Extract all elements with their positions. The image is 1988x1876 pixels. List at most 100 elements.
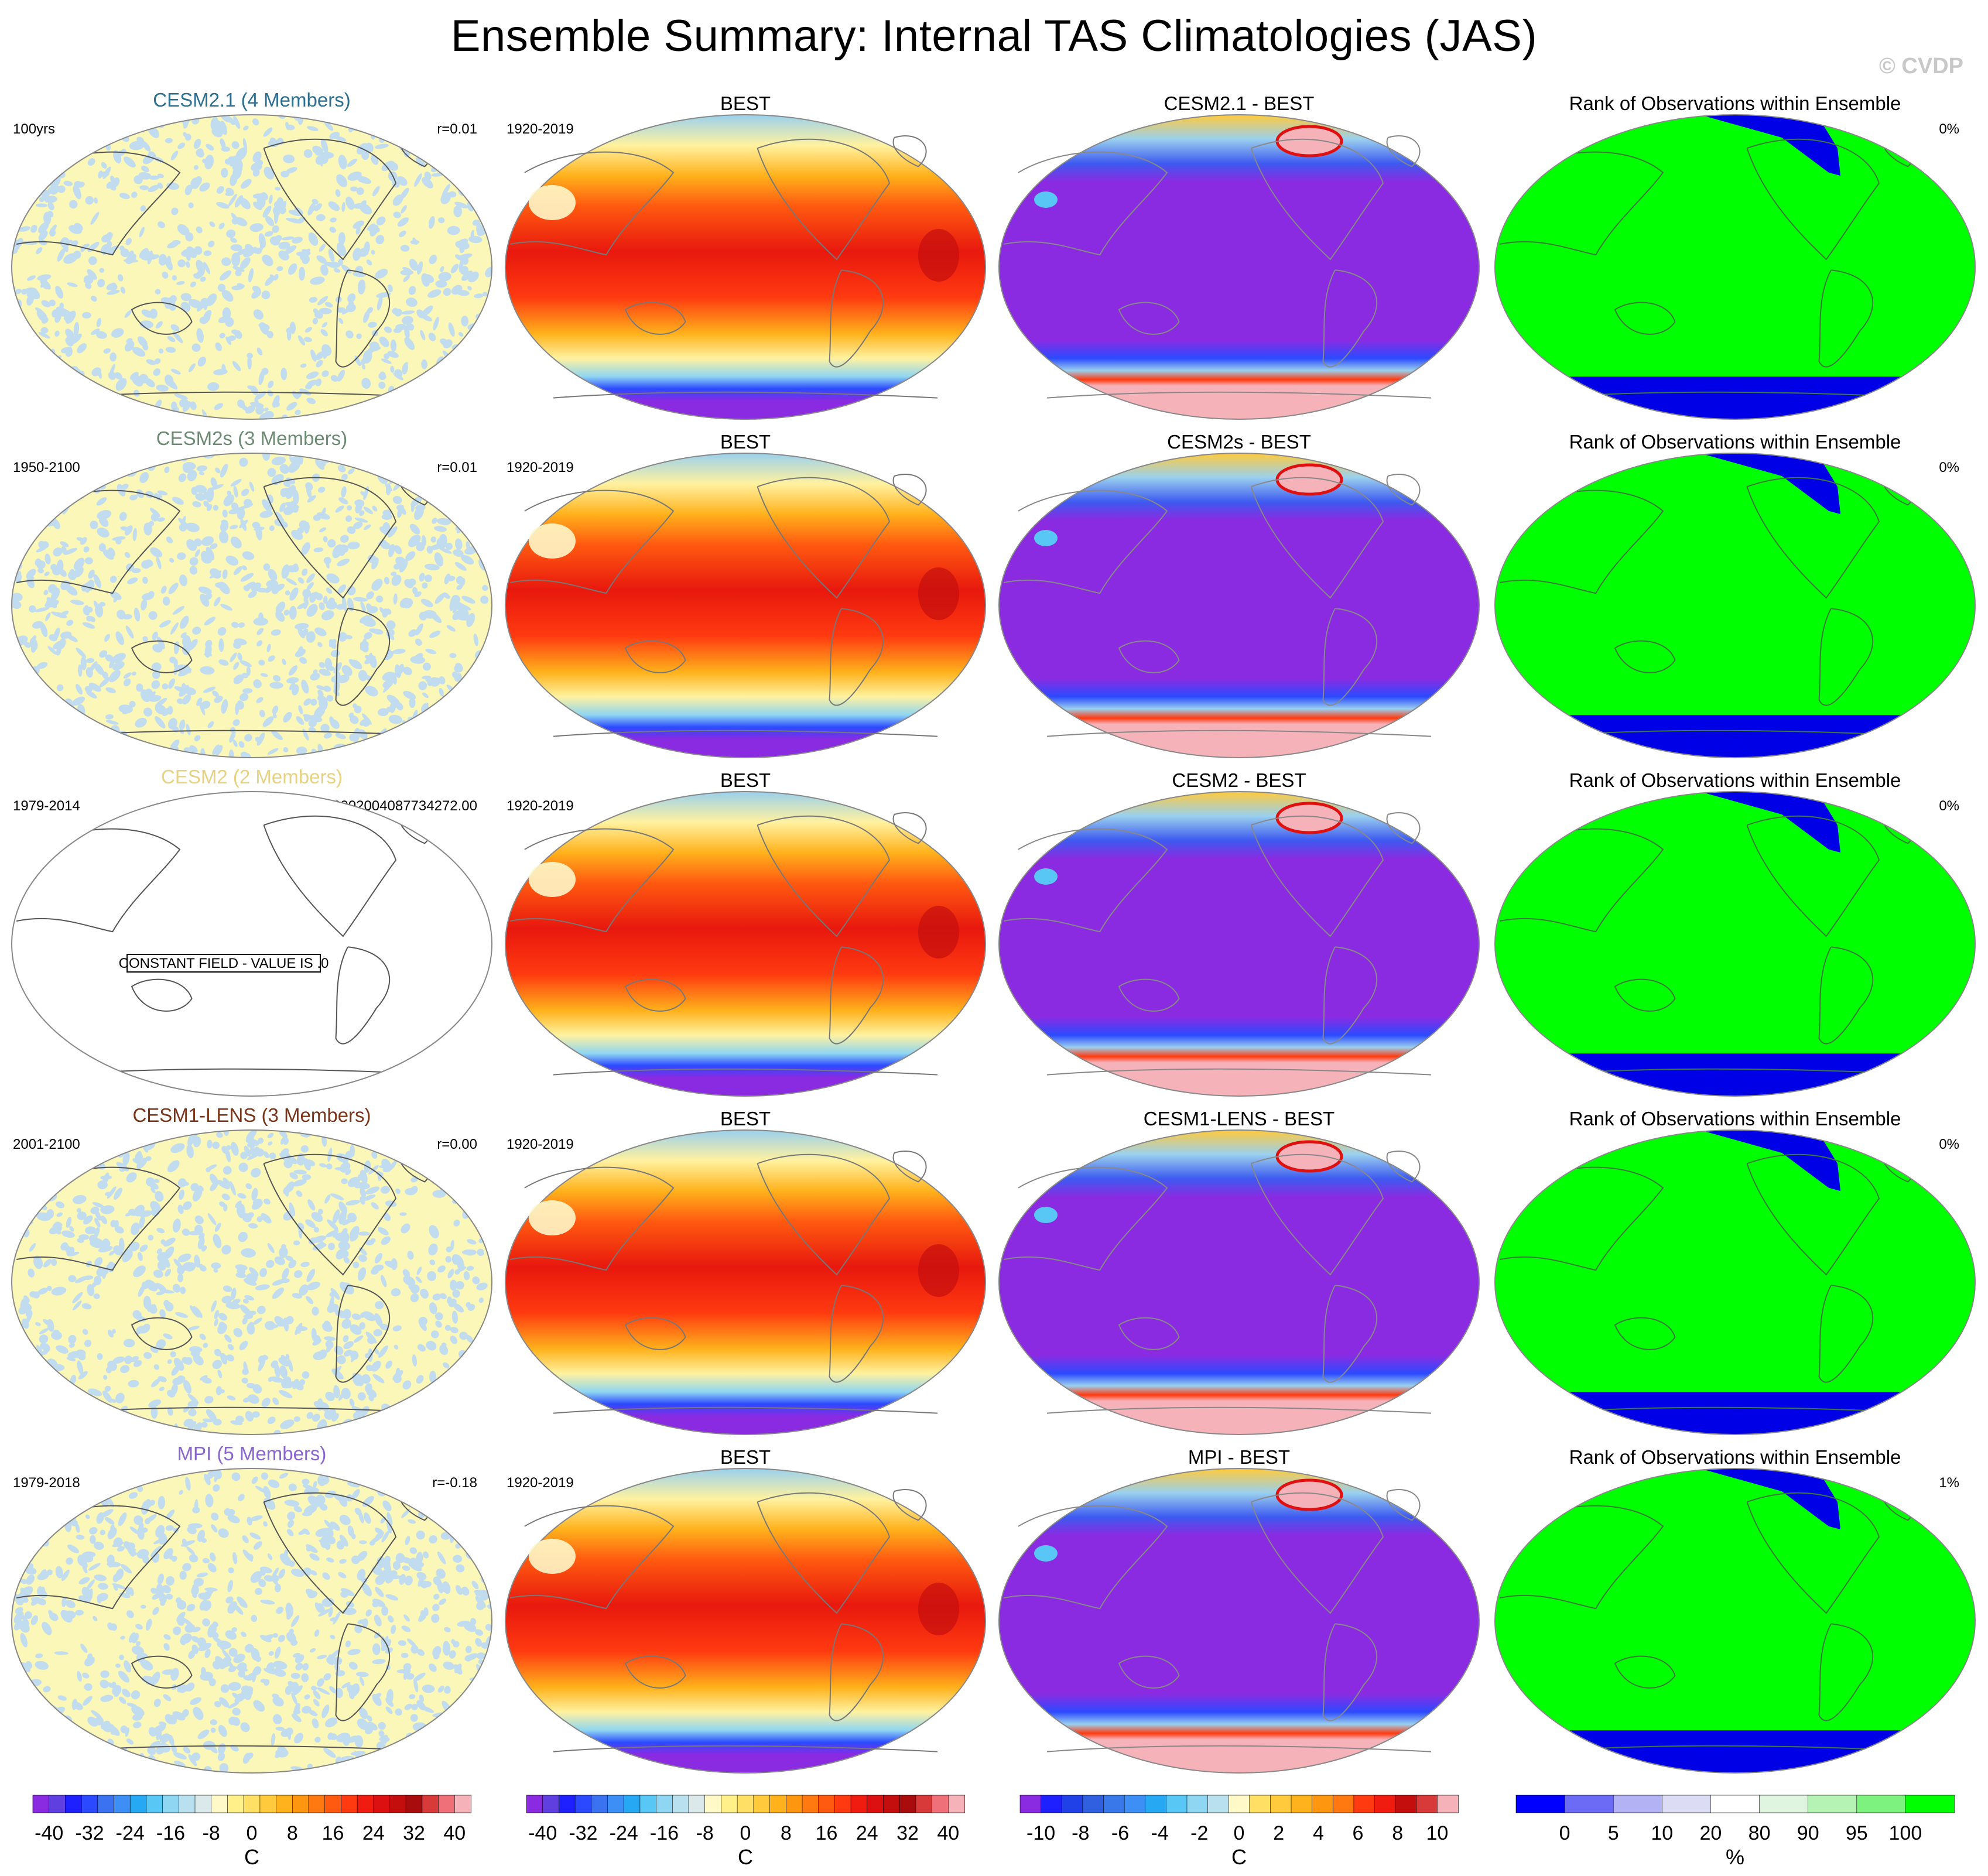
noise-blob: [409, 1497, 416, 1503]
noise-blob: [23, 406, 38, 414]
noise-blob: [401, 1508, 410, 1518]
noise-blob: [437, 1171, 450, 1180]
noise-blob: [326, 1163, 333, 1170]
noise-blob: [300, 1261, 310, 1268]
noise-blob: [338, 258, 344, 266]
noise-blob: [131, 1645, 144, 1655]
colorbar-unit: %: [1726, 1845, 1744, 1869]
noise-blob: [378, 1721, 386, 1730]
noise-blob: [170, 150, 179, 160]
noise-blob: [200, 594, 210, 607]
noise-blob: [402, 316, 413, 325]
noise-blob: [185, 1477, 191, 1491]
noise-blob: [21, 1517, 32, 1529]
rank-percent: 0%: [1939, 121, 1959, 137]
noise-blob: [302, 1174, 312, 1180]
noise-blob: [57, 1695, 67, 1701]
noise-blob: [193, 1707, 204, 1720]
noise-blob: [177, 224, 190, 236]
noise-blob: [86, 607, 93, 613]
noise-blob: [84, 1763, 90, 1773]
noise-blob: [429, 631, 441, 638]
noise-blob: [306, 398, 316, 405]
noise-blob: [225, 1145, 231, 1151]
noise-blob: [272, 713, 277, 718]
noise-blob: [233, 115, 241, 129]
noise-blob: [360, 615, 372, 624]
noise-blob: [423, 1581, 432, 1587]
noise-blob: [188, 1408, 197, 1417]
noise-blob: [15, 201, 23, 215]
continent-outline: [263, 1492, 397, 1614]
noise-blob: [439, 676, 446, 684]
noise-blob: [478, 1298, 484, 1303]
noise-blob: [243, 1675, 252, 1681]
noise-blob: [381, 1606, 389, 1616]
noise-blob: [337, 1766, 345, 1773]
noise-blob: [273, 675, 281, 682]
noise-blob: [131, 672, 136, 676]
noise-blob: [341, 486, 347, 498]
noise-blob: [193, 1577, 204, 1587]
noise-blob: [12, 403, 15, 412]
noise-blob: [248, 590, 257, 598]
noise-blob: [133, 1360, 142, 1367]
noise-blob: [227, 1509, 235, 1516]
ensemble-map: [12, 1130, 492, 1435]
noise-blob: [330, 719, 340, 729]
noise-blob: [359, 510, 365, 516]
noise-blob: [468, 172, 476, 183]
noise-blob: [103, 1375, 108, 1380]
noise-blob: [35, 203, 47, 207]
noise-blob: [114, 1691, 119, 1697]
noise-blob: [29, 1291, 37, 1298]
noise-blob: [69, 1343, 75, 1348]
noise-blob: [98, 1245, 113, 1252]
noise-blob: [241, 1631, 247, 1637]
noise-blob: [170, 1351, 176, 1358]
noise-blob: [105, 732, 112, 741]
noise-blob: [172, 497, 184, 505]
noise-blob: [192, 627, 201, 635]
noise-blob: [214, 597, 221, 607]
rank-antarctic-band: [1495, 715, 1975, 758]
noise-blob: [82, 1672, 90, 1679]
noise-blob: [64, 1168, 73, 1176]
noise-blob: [435, 280, 447, 288]
noise-blob: [16, 191, 23, 200]
noise-blob: [230, 727, 236, 733]
noise-blob: [446, 1730, 457, 1741]
noise-blob: [191, 1585, 199, 1596]
noise-blob: [273, 1669, 286, 1677]
noise-blob: [52, 1169, 66, 1174]
noise-blob: [429, 1165, 439, 1177]
noise-blob: [182, 694, 191, 705]
noise-blob: [461, 577, 466, 586]
noise-blob: [232, 740, 238, 747]
noise-blob: [37, 274, 52, 281]
noise-blob: [37, 712, 49, 718]
noise-blob: [365, 1186, 380, 1194]
noise-blob: [347, 526, 356, 534]
noise-blob: [471, 1346, 480, 1354]
noise-blob: [94, 1209, 101, 1221]
noise-blob: [347, 1482, 360, 1488]
noise-blob: [210, 117, 218, 130]
noise-blob: [55, 1566, 63, 1579]
noise-blob: [353, 247, 362, 261]
noise-blob: [230, 536, 242, 549]
constant-field-label: CONSTANT FIELD - VALUE IS .0: [119, 956, 329, 971]
noise-blob: [98, 1481, 106, 1490]
noise-blob: [80, 478, 87, 488]
noise-blob: [12, 593, 23, 602]
noise-blob: [458, 1425, 471, 1432]
rank-green-field: [1495, 115, 1975, 419]
noise-blob: [64, 1168, 73, 1181]
colorbar-tick-label: 0: [247, 1822, 258, 1844]
noise-blob: [261, 1472, 268, 1480]
noise-blob: [465, 481, 471, 488]
colorbar-tick-label: -40: [35, 1822, 63, 1844]
diff-title: MPI - BEST: [1188, 1446, 1290, 1468]
noise-blob: [305, 1219, 316, 1228]
noise-blob: [356, 1182, 370, 1190]
